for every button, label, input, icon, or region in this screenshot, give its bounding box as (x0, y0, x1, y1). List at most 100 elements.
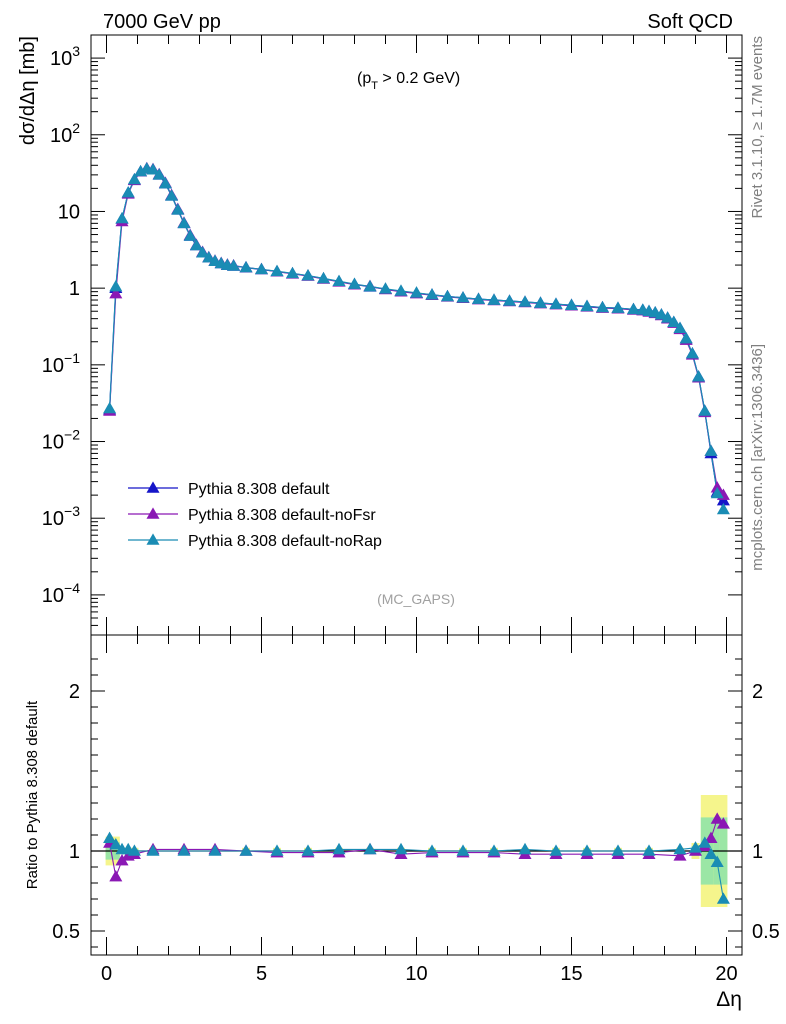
data-point (704, 444, 718, 456)
ratio-plot-panel: 0.5 0.5 1 1 2 2 0 5 10 15 20 Ratio to Pythia 8.30… (24, 634, 780, 1011)
data-point (710, 486, 724, 499)
ratio-data-point (208, 844, 222, 856)
ratio-data-point (127, 844, 141, 856)
ratio-plot-xlabel: Δη (716, 988, 742, 1011)
x-tick-label: 20 (715, 963, 737, 985)
series-line (109, 168, 724, 510)
data-point (165, 189, 179, 201)
data-point (189, 238, 203, 251)
ratio-data-point (549, 844, 563, 856)
data-point (685, 347, 699, 359)
data-point (692, 370, 706, 382)
data-point (177, 216, 191, 229)
data-point (698, 404, 712, 416)
ratio-y-tick-label-right: 2 (752, 681, 763, 703)
data-point (152, 168, 166, 180)
data-point (115, 211, 129, 224)
ratio-series-layer (103, 812, 730, 904)
legend-marker (146, 533, 160, 545)
ratio-data-point (456, 844, 470, 856)
data-point (679, 331, 693, 344)
data-point (171, 203, 185, 215)
data-point (518, 295, 532, 307)
data-point (121, 186, 135, 198)
ratio-data-point (109, 869, 123, 882)
data-point (502, 294, 517, 306)
data-point (661, 311, 675, 323)
ratio-plot-frame (90, 634, 743, 956)
data-point (716, 502, 730, 515)
data-point (487, 293, 501, 305)
legend-label: Pythia 8.308 default-noFsr (188, 507, 376, 524)
ratio-data-point (716, 892, 730, 904)
ratio-y-tick-label-right: 1 (752, 841, 763, 863)
main-series-layer (103, 161, 730, 515)
ratio-data-point (710, 855, 724, 868)
data-point (533, 296, 548, 308)
rivet-version-label: Rivet 3.1.10, ≥ 1.7M events (749, 36, 766, 219)
ratio-y-tick-label: 1 (69, 841, 80, 863)
data-point (425, 288, 439, 300)
y-tick-label: 10 (58, 201, 80, 223)
ratio-plot-ylabel: Ratio to Pythia 8.308 default (24, 700, 41, 889)
analysis-label: (MC_GAPS) (377, 591, 455, 607)
data-point (440, 289, 455, 302)
data-point (196, 246, 210, 258)
data-point (109, 279, 123, 292)
data-point (654, 308, 668, 320)
ratio-data-point (146, 844, 160, 856)
ratio-y-axis: 0.5 0.5 1 1 2 2 (52, 658, 780, 948)
data-point (239, 260, 253, 273)
data-point (109, 286, 123, 299)
pt-cut-label: (pT > 0.2 GeV) (357, 70, 460, 92)
data-point (471, 292, 486, 304)
y-tick-label: 103 (50, 43, 80, 70)
data-point (158, 176, 172, 189)
y-tick-label: 1 (69, 278, 80, 300)
series-line (109, 167, 724, 496)
legend-label: Pythia 8.308 default (188, 481, 330, 498)
ratio-data-point (301, 844, 315, 856)
data-point (667, 315, 681, 327)
ratio-data-point (363, 842, 377, 855)
ratio-data-point (109, 837, 123, 850)
ratio-series-line (109, 818, 724, 879)
y-tick-label: 10−1 (42, 350, 80, 377)
ratio-data-point (518, 842, 532, 855)
ratio-data-point (177, 844, 191, 856)
data-point (394, 284, 408, 296)
data-point (456, 291, 470, 303)
data-point (301, 268, 315, 281)
ratio-data-point (425, 844, 439, 856)
legend-marker (146, 481, 160, 493)
ratio-data-point (704, 847, 718, 860)
data-point (626, 302, 641, 315)
ratio-y-tick-label: 2 (69, 681, 80, 703)
data-point (227, 259, 241, 271)
data-point (202, 251, 216, 263)
ratio-data-point (704, 831, 718, 844)
ratio-data-point (332, 842, 346, 855)
ratio-data-point (698, 836, 712, 848)
data-point (183, 229, 197, 241)
data-point (103, 401, 117, 414)
ratio-data-point (270, 844, 284, 856)
source-label: mcplots.cern.ch [arXiv:1306.3436] (749, 344, 766, 571)
data-point (564, 298, 579, 310)
data-point (254, 262, 269, 275)
ratio-data-point (673, 842, 687, 855)
ratio-data-point (103, 831, 117, 844)
header-left: 7000 GeV pp (103, 11, 221, 33)
legend-marker (146, 507, 160, 519)
x-tick-label: 10 (405, 963, 427, 985)
data-point (332, 274, 346, 287)
ratio-data-point (239, 844, 253, 856)
main-plot-ylabel: dσ/dΔη [mb] (17, 36, 39, 145)
ratio-y-tick-label: 0.5 (52, 921, 80, 943)
data-point (146, 163, 160, 175)
ratio-data-point (611, 844, 625, 856)
data-point (409, 286, 424, 298)
